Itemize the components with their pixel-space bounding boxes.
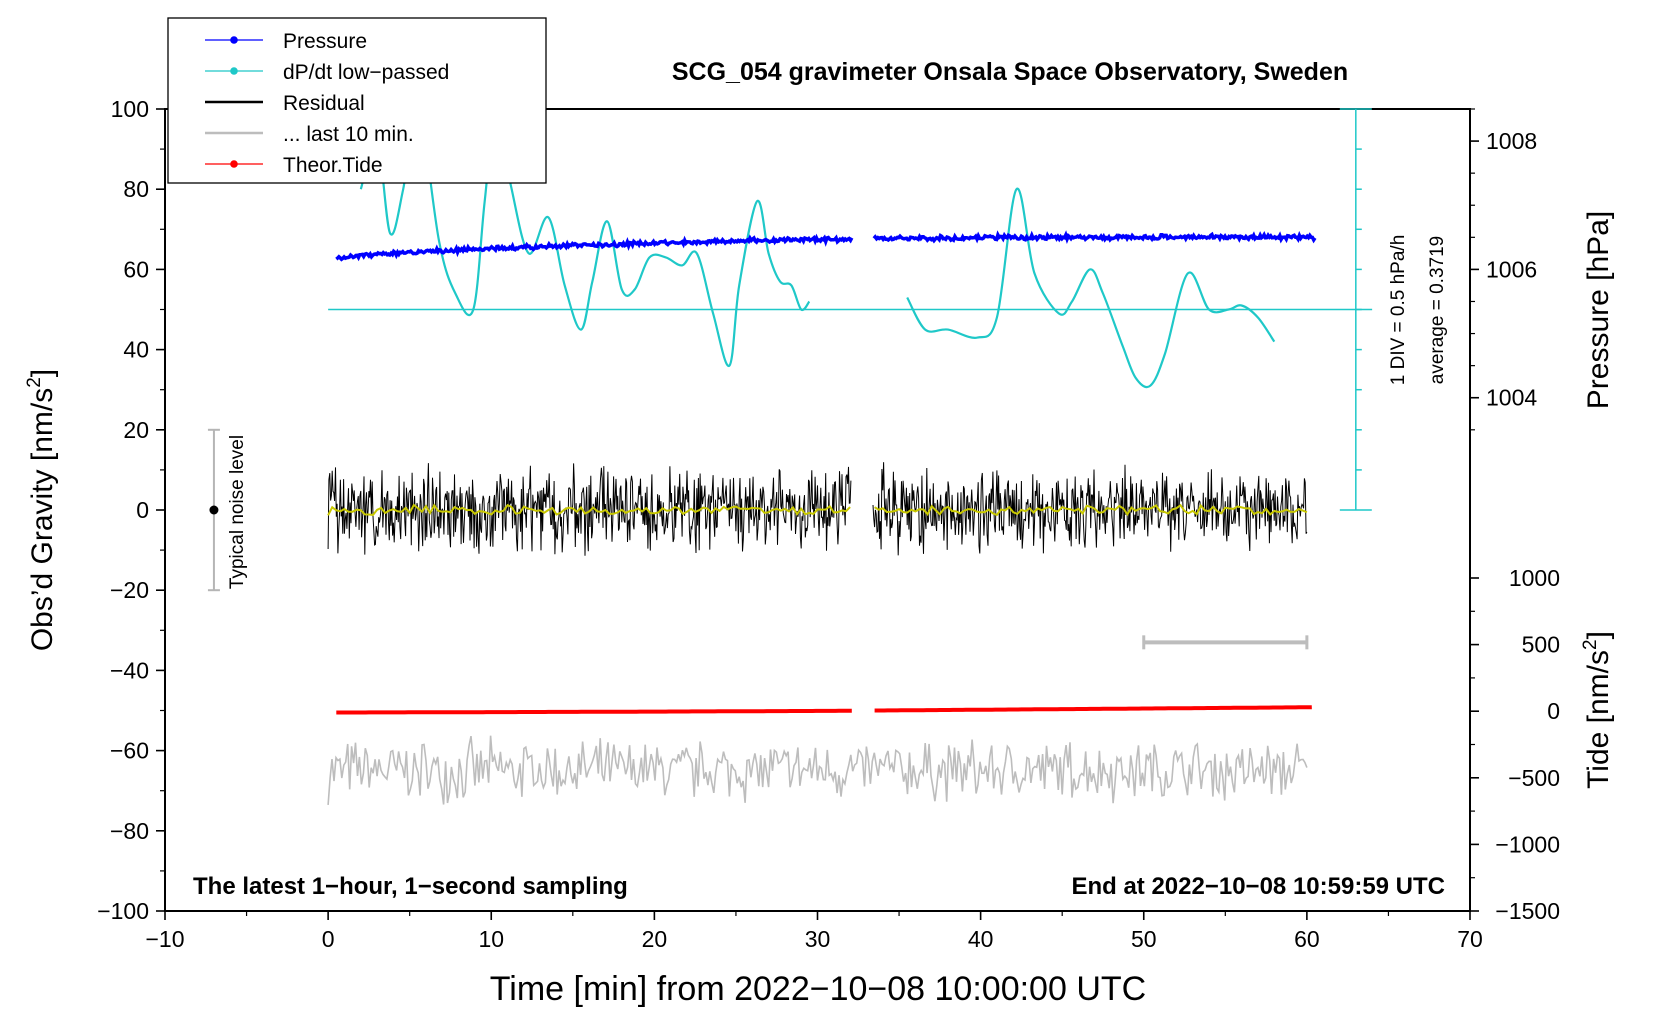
x-tick-label-8: 70	[1457, 926, 1483, 952]
x-tick-label-3: 20	[642, 926, 668, 952]
x-tick-label-1: 0	[322, 926, 335, 952]
tide-tick-label-3: 0	[1547, 698, 1560, 724]
y-tick-label-2: −60	[110, 738, 149, 764]
legend-marker-4	[230, 160, 238, 168]
series-residual	[327, 463, 852, 556]
y-tick-label-4: −20	[110, 577, 149, 603]
y-tick-label-8: 60	[123, 256, 149, 282]
tide-tick-label-2: −500	[1508, 765, 1560, 791]
series-layer	[327, 103, 1373, 805]
y-tick-label-7: 40	[123, 337, 149, 363]
legend-marker-1	[230, 67, 238, 75]
footer-left-note: The latest 1−hour, 1−second sampling	[193, 873, 628, 900]
pressure-tick-label-2: 1008	[1486, 128, 1537, 154]
series-pressure	[872, 230, 1317, 245]
x-tick-label-4: 30	[805, 926, 831, 952]
tide-tick-label-0: −1500	[1495, 898, 1560, 924]
annotation-layer	[207, 108, 1372, 650]
axes-layer: −10 0 10 20 30 40 50 60 70−100−80−60−40−20020406…	[97, 96, 1560, 952]
x-tick-label-6: 50	[1131, 926, 1157, 952]
y-tick-label-3: −40	[110, 657, 149, 683]
footer-right-note: End at 2022−10−08 10:59:59 UTC	[1071, 873, 1445, 900]
legend-label-0: Pressure	[283, 30, 367, 53]
series-residual-smoothed	[874, 503, 1308, 517]
series-theor-tide	[336, 708, 852, 715]
noise-level-label: Typical noise level	[227, 435, 248, 589]
tide-layer	[336, 705, 1312, 715]
tide-tick-label-4: 500	[1522, 632, 1560, 658]
x-tick-label-2: 10	[478, 926, 504, 952]
y-tick-label-10: 100	[111, 96, 149, 122]
x-tick-label-5: 40	[968, 926, 994, 952]
y-tick-label-1: −80	[110, 818, 149, 844]
tide-tick-label-5: 1000	[1509, 565, 1560, 591]
tide-axis-label: Tide [nm/s2]	[1580, 631, 1615, 789]
x-tick-label-0: −10	[145, 926, 184, 952]
y-tick-label-9: 80	[123, 176, 149, 202]
legend-entries: Pressure dP/dt low−passed Residual ... last…	[205, 30, 449, 177]
series-dpdt-low-passed-0	[359, 103, 811, 367]
chart-title: SCG_054 gravimeter Onsala Space Observat…	[672, 58, 1348, 86]
series-last-10-min	[327, 735, 1308, 805]
pressure-axis-label: Pressure [hPa]	[1582, 211, 1615, 409]
pressure-tick-label-0: 1004	[1486, 385, 1537, 411]
y-tick-label-6: 20	[123, 417, 149, 443]
tide-tick-label-1: −1000	[1495, 831, 1560, 857]
dpdt-scale-label: 1 DIV = 0.5 hPa/h	[1388, 235, 1409, 386]
series-residual	[872, 462, 1308, 556]
noise-level-dot	[209, 505, 219, 515]
legend-label-1: dP/dt low−passed	[283, 61, 449, 84]
legend-label-2: Residual	[283, 92, 365, 115]
series-dpdt-low-passed-1	[906, 187, 1276, 389]
pressure-tick-label-1: 1006	[1486, 256, 1537, 282]
x-tick-label-7: 60	[1294, 926, 1320, 952]
legend-label-4: Theor.Tide	[283, 154, 383, 177]
dpdt-average-label: average = 0.3719	[1427, 236, 1448, 384]
series-residual-smoothed	[327, 503, 851, 517]
x-axis-label: Time [min] from 2022−10−08 10:00:00 UTC	[490, 970, 1146, 1008]
y-tick-label-5: 0	[136, 497, 149, 523]
legend-marker-0	[230, 36, 238, 44]
series-theor-tide	[874, 705, 1312, 713]
legend-label-3: ... last 10 min.	[283, 123, 414, 146]
legend-box	[167, 17, 547, 184]
y-axis-label: Obs’d Gravity [nm/s2]	[24, 369, 59, 651]
y-tick-label-0: −100	[97, 898, 149, 924]
legend: Pressure dP/dt low−passed Residual ... last…	[167, 17, 547, 184]
series-pressure	[335, 233, 854, 262]
